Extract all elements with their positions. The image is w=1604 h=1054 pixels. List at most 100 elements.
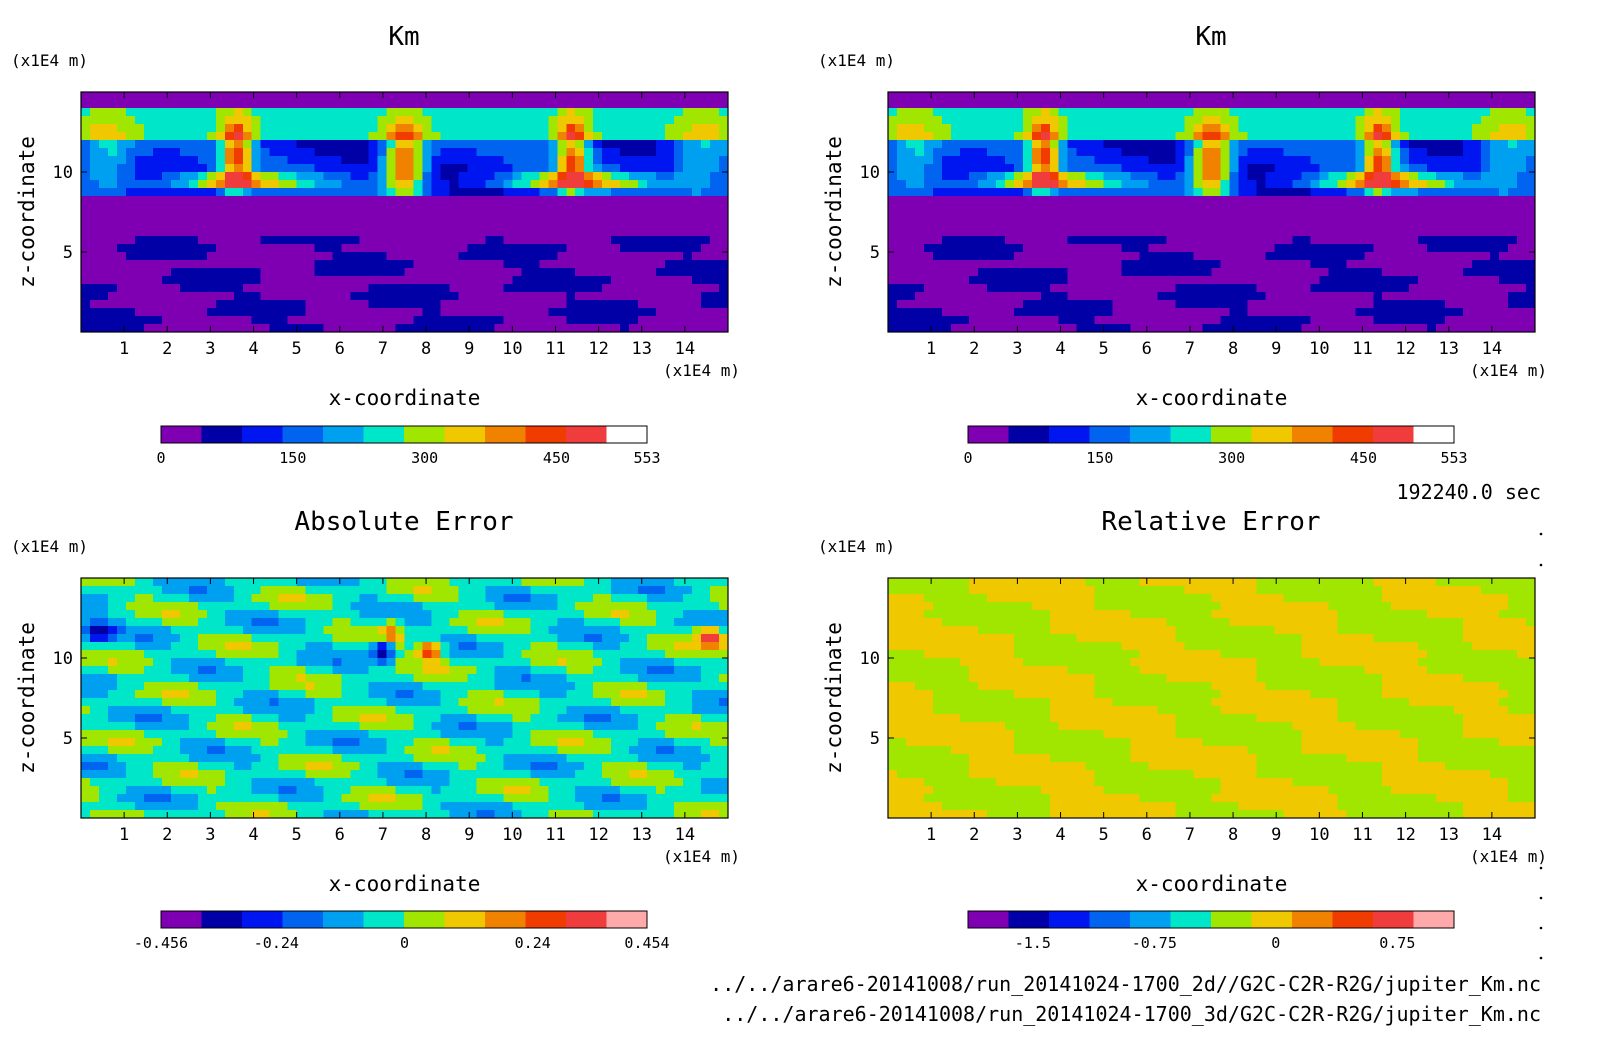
heatmap-cell [914,172,925,181]
heatmap-cell [512,196,522,205]
x-tick-label: 8 [421,339,431,359]
colorbar-swatch [282,426,324,443]
heatmap-cell [431,116,442,125]
heatmap-cell [431,148,442,157]
heatmap-cell [1121,92,1132,101]
heatmap-cell [1364,124,1374,133]
heatmap-cell [683,308,693,317]
heatmap-cell [1220,132,1231,141]
heatmap-cell [620,626,630,635]
heatmap-cell [494,92,504,101]
heatmap-cell [1265,92,1276,101]
heatmap-cell [431,260,442,269]
heatmap-cell [1373,284,1383,293]
heatmap-cell [116,260,127,269]
heatmap-cell [341,92,352,101]
heatmap-cell [1481,308,1491,317]
heatmap-cell [611,172,621,181]
heatmap-cell [1040,124,1051,133]
heatmap-cell [368,148,379,157]
heatmap-cell [332,292,343,301]
heatmap-cell [923,196,934,205]
heatmap-cell [557,618,567,627]
heatmap-cell [1238,92,1249,101]
heatmap-cell [683,108,693,117]
heatmap-cell [638,260,648,269]
heatmap-cell [638,308,648,317]
heatmap-cell [968,252,979,261]
heatmap-cell [107,292,118,301]
heatmap-cell [494,602,504,611]
heatmap-cell [1058,164,1069,173]
heatmap-cell [215,164,226,173]
heatmap-cell [458,260,469,269]
heatmap-cell [350,220,361,229]
heatmap-cell [548,108,558,117]
heatmap-cell [188,308,199,317]
heatmap-cell [431,610,442,619]
colorbar-swatch [363,426,405,443]
heatmap-cell [914,228,925,237]
heatmap-cell [1472,292,1482,301]
heatmap-cell [1175,164,1186,173]
heatmap-cell [611,260,621,269]
heatmap-cell [1256,164,1267,173]
heatmap-cell [395,180,406,189]
heatmap-cell [242,196,253,205]
heatmap-cell [1220,236,1231,245]
heatmap-cell [188,316,199,325]
heatmap-cell [251,132,262,141]
heatmap-cell [888,220,898,229]
heatmap-cell [377,324,388,333]
heatmap-cell [1157,292,1168,301]
heatmap-cell [647,284,657,293]
heatmap-cell [1247,236,1258,245]
heatmap-cell [692,244,702,253]
heatmap-cell [494,316,504,325]
heatmap-cell [575,180,585,189]
heatmap-cell [125,586,136,595]
heatmap-cell [1121,180,1132,189]
heatmap-cell [305,124,316,133]
heatmap-cell [1094,284,1105,293]
heatmap-cell [923,324,934,333]
heatmap-cell [638,602,648,611]
heatmap-cell [296,316,307,325]
heatmap-cell [449,228,460,237]
heatmap-cell [287,156,298,165]
heatmap-cell [287,188,298,197]
heatmap-cell [81,140,91,149]
heatmap-cell [719,626,729,635]
heatmap-cell [674,116,684,125]
heatmap-cell [1121,108,1132,117]
heatmap-cell [1499,188,1509,197]
heatmap-cell [431,284,442,293]
heatmap-cell [1400,252,1410,261]
heatmap-cell [1319,140,1329,149]
heatmap-cell [896,244,907,253]
heatmap-cell [584,626,594,635]
heatmap-cell [1004,188,1015,197]
heatmap-cell [575,602,585,611]
heatmap-cell [323,244,334,253]
heatmap-cell [1130,148,1141,157]
heatmap-cell [1121,220,1132,229]
heatmap-cell [719,204,729,213]
heatmap-cell [557,116,567,125]
heatmap-cell [81,284,91,293]
heatmap-cell [656,236,666,245]
heatmap-cell [950,276,961,285]
heatmap-cell [350,124,361,133]
heatmap-cell [557,284,567,293]
heatmap-cell [1238,316,1249,325]
heatmap-cell [224,284,235,293]
heatmap-cell [1400,108,1410,117]
heatmap-cell [98,164,109,173]
heatmap-cell [161,100,172,109]
heatmap-cell [98,132,109,141]
heatmap-cell [197,236,208,245]
heatmap-cell [1283,100,1293,109]
heatmap-cell [512,618,522,627]
heatmap-cell [932,220,943,229]
heatmap-cell [959,108,970,117]
